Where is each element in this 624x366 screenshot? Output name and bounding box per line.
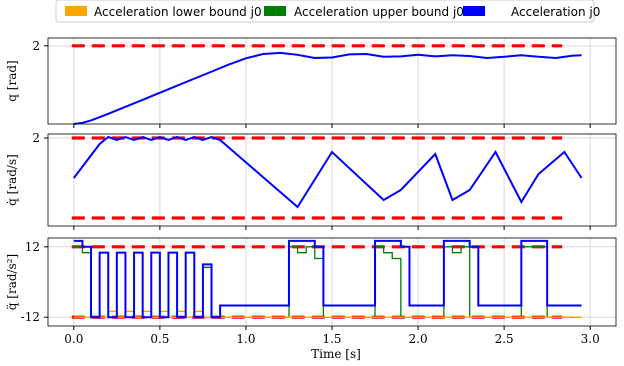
- legend-label-lower: Acceleration lower bound j0: [94, 5, 262, 19]
- x-axis-label: Time [s]: [311, 347, 361, 361]
- legend-label-upper: Acceleration upper bound j0: [294, 5, 464, 19]
- y-tick-label: 12: [25, 240, 40, 254]
- x-tick-label: 3.0: [581, 332, 600, 346]
- legend-frame: [55, 0, 595, 23]
- legend: Acceleration lower bound j0 Acceleration…: [55, 0, 600, 23]
- signal-series-line: [73, 135, 583, 209]
- position-panel: 2 q [rad]: [5, 37, 617, 128]
- x-tick-label: 2.5: [495, 332, 514, 346]
- legend-label-signal: Acceleration j0: [511, 5, 600, 19]
- velocity-panel: 2 q̇ [rad/s]: [5, 131, 617, 230]
- x-tick-label: 1.5: [322, 332, 341, 346]
- upper-series-line: [73, 246, 582, 318]
- legend-swatch-lower: [65, 6, 87, 16]
- x-tick-label: 1.0: [236, 332, 255, 346]
- legend-swatch-signal: [463, 6, 485, 16]
- y-tick-label: 2: [32, 39, 40, 53]
- x-tick-label: 2.0: [409, 332, 428, 346]
- signal-series-line: [73, 239, 582, 319]
- y-axis-label: q̇ [rad/s]: [5, 154, 19, 206]
- y-axis-label: q [rad]: [5, 60, 19, 101]
- legend-swatch-upper: [264, 6, 286, 16]
- y-axis-label: q̈ [rad/s²]: [5, 254, 19, 310]
- acceleration-panel: 12 -12 0.0 0.5 1.0 1.5 2.0 2.5 3.0 q̈ [rad/s²]: [5, 237, 617, 346]
- y-tick-label: 2: [32, 131, 40, 145]
- x-tick-label: 0.0: [64, 332, 83, 346]
- signal-series-line: [73, 51, 582, 125]
- y-tick-label: -12: [21, 310, 40, 324]
- x-tick-label: 0.5: [150, 332, 169, 346]
